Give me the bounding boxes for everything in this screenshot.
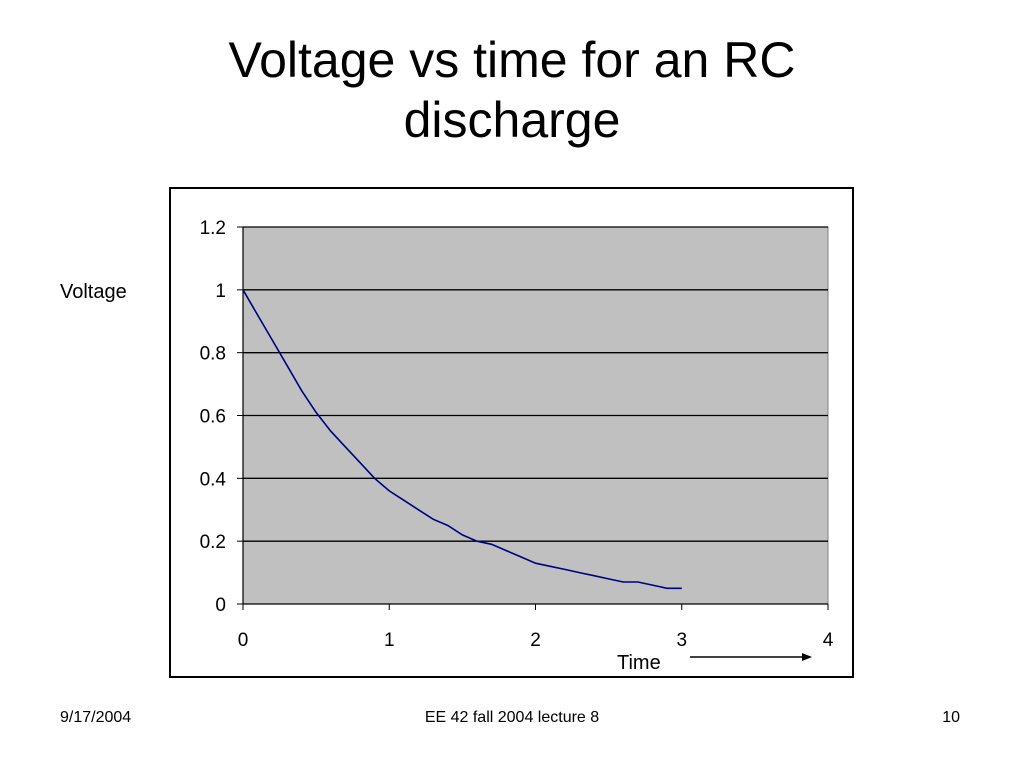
x-tick-label-1: 1	[384, 630, 395, 651]
slide-title-line-2: discharge	[403, 92, 621, 148]
footer-date: 9/17/2004	[60, 709, 132, 726]
footer-course: EE 42 fall 2004 lecture 8	[424, 709, 600, 726]
y-tick-label-0: 0	[215, 595, 226, 616]
slide-title: Voltage vs time for an RC discharge	[112, 30, 912, 150]
footer-page-number: 10	[942, 709, 960, 726]
y-tick-label-6: 1.2	[200, 218, 226, 239]
x-axis-label: Time	[617, 652, 661, 674]
y-tick-label-1: 0.2	[200, 532, 226, 553]
x-tick-label-4: 4	[823, 630, 834, 651]
series-line-0	[242, 289, 682, 590]
y-tick-label-4: 0.8	[200, 344, 226, 365]
slide-title-line-1: Voltage vs time for an RC	[228, 32, 796, 88]
series-layer	[242, 289, 682, 590]
y-tick-label-2: 0.4	[200, 469, 227, 490]
tick-labels: 0 0.2 0.4 0.6 0.8 1 1.2 0 1 2 3 4	[200, 218, 834, 651]
x-tick-label-2: 2	[530, 630, 541, 651]
time-arrow	[690, 653, 812, 661]
x-tick-label-3: 3	[676, 630, 687, 651]
gridlines	[243, 226, 828, 542]
y-axis-label: Voltage	[60, 281, 127, 303]
y-tick-label-5: 1	[215, 281, 226, 302]
y-tick-label-3: 0.6	[200, 407, 226, 428]
x-tick-label-0: 0	[238, 630, 249, 651]
